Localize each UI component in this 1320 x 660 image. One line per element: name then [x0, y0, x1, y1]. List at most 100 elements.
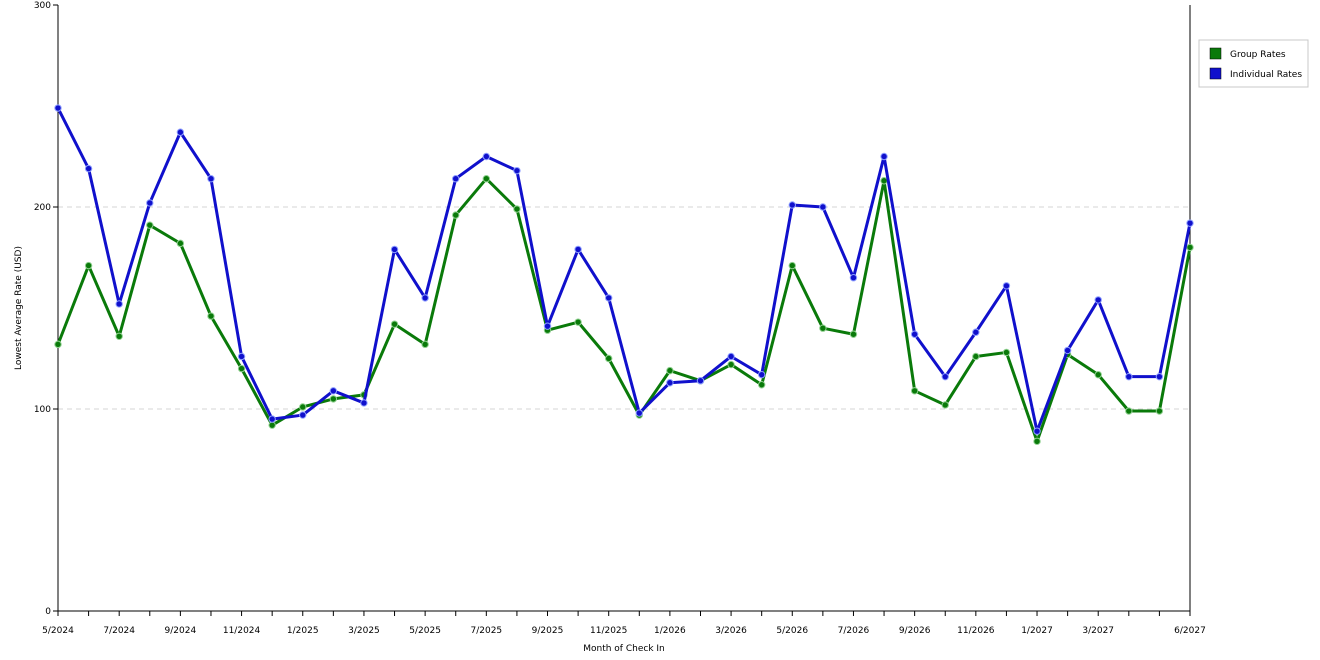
- data-point-group-rates-7: [268, 421, 276, 429]
- x-tick-label-3-2027: 3/2027: [1082, 626, 1114, 636]
- x-tick-label-7-2024: 7/2024: [103, 626, 135, 636]
- data-point-individual-rates-28: [910, 330, 919, 338]
- data-point-individual-rates-36: [1155, 372, 1164, 381]
- data-point-group-rates-35: [1125, 407, 1133, 415]
- data-point-individual-rates-30: [972, 328, 980, 336]
- data-point-group-rates-6: [237, 364, 246, 373]
- x-tick-label-11-2024: 11/2024: [223, 626, 261, 636]
- series-line-group-rates: [56, 177, 1192, 443]
- data-point-group-rates-18: [605, 354, 613, 363]
- data-point-individual-rates-14: [482, 152, 491, 161]
- x-tick-label-7-2025: 7/2025: [470, 626, 502, 636]
- data-point-individual-rates-37: [1186, 219, 1194, 227]
- data-point-individual-rates-11: [390, 245, 399, 254]
- data-point-individual-rates-21: [696, 377, 705, 385]
- data-point-group-rates-4: [176, 239, 185, 248]
- data-point-group-rates-30: [972, 352, 980, 361]
- data-point-group-rates-26: [849, 330, 858, 338]
- data-point-individual-rates-12: [421, 294, 429, 302]
- data-point-individual-rates-24: [788, 201, 796, 209]
- x-tick-label-11-2026: 11/2026: [957, 626, 995, 636]
- data-point-group-rates-25: [819, 324, 827, 332]
- data-point-group-rates-34: [1094, 370, 1102, 379]
- data-point-individual-rates-20: [666, 379, 674, 387]
- legend: Group Rates Individual Rates: [1198, 39, 1309, 88]
- y-tick-label-300: 300: [34, 1, 51, 11]
- data-point-group-rates-36: [1155, 407, 1164, 415]
- y-axis-title: Lowest Average Rate (USD): [14, 246, 24, 370]
- series-layer: [54, 104, 1194, 446]
- data-point-individual-rates-22: [727, 352, 735, 361]
- data-point-group-rates-1: [84, 261, 93, 270]
- x-tick-label-3-2025: 3/2025: [348, 626, 380, 636]
- data-point-group-rates-37: [1186, 243, 1194, 252]
- data-point-individual-rates-6: [237, 352, 246, 361]
- data-point-individual-rates-8: [299, 411, 307, 419]
- legend-label-group-rates: Group Rates: [1230, 50, 1286, 60]
- data-point-individual-rates-3: [146, 199, 154, 207]
- y-tick-label-100: 100: [34, 405, 51, 415]
- data-point-individual-rates-25: [819, 203, 827, 211]
- data-point-individual-rates-29: [941, 372, 949, 381]
- x-tick-label-9-2026: 9/2026: [899, 626, 931, 636]
- data-point-group-rates-2: [115, 332, 123, 340]
- data-point-group-rates-32: [1033, 437, 1041, 446]
- x-tick-label-5-2024: 5/2024: [42, 626, 74, 636]
- data-point-individual-rates-7: [268, 415, 276, 423]
- data-point-group-rates-5: [207, 312, 215, 320]
- data-point-individual-rates-15: [513, 166, 521, 175]
- data-point-individual-rates-33: [1063, 346, 1072, 355]
- legend-swatch-group-rates: [1209, 47, 1222, 60]
- y-tick-label-200: 200: [34, 203, 51, 213]
- data-point-individual-rates-23: [757, 370, 766, 379]
- data-point-group-rates-20: [666, 366, 674, 375]
- x-axis-title: Month of Check In: [583, 644, 665, 654]
- data-point-individual-rates-13: [452, 175, 460, 183]
- x-tick-label-7-2026: 7/2026: [838, 626, 870, 636]
- data-point-individual-rates-18: [605, 294, 613, 302]
- data-point-group-rates-8: [299, 403, 307, 411]
- data-point-group-rates-27: [880, 177, 888, 185]
- data-point-individual-rates-32: [1033, 427, 1041, 435]
- plot-frame: [57, 5, 1191, 612]
- data-point-group-rates-15: [513, 205, 521, 213]
- data-point-individual-rates-31: [1002, 282, 1011, 290]
- data-point-individual-rates-5: [207, 175, 215, 183]
- data-point-group-rates-12: [421, 340, 429, 349]
- x-tick-label-11-2025: 11/2025: [590, 626, 627, 636]
- x-tick-label-5-2025: 5/2025: [409, 626, 441, 636]
- data-point-individual-rates-4: [176, 128, 185, 136]
- data-point-individual-rates-27: [880, 152, 888, 161]
- y-axis-ticks: 0 100 200 300: [34, 1, 58, 617]
- data-point-group-rates-29: [941, 401, 949, 409]
- x-tick-label-3-2026: 3/2026: [715, 626, 747, 636]
- data-point-group-rates-13: [452, 211, 460, 219]
- data-point-group-rates-14: [482, 175, 491, 183]
- data-point-individual-rates-1: [84, 164, 93, 173]
- data-point-individual-rates-9: [329, 387, 338, 395]
- data-point-individual-rates-2: [115, 300, 123, 308]
- legend-label-individual-rates: Individual Rates: [1230, 70, 1302, 80]
- data-point-group-rates-28: [910, 387, 919, 395]
- x-tick-label-1-2027: 1/2027: [1021, 626, 1053, 636]
- data-point-individual-rates-26: [849, 274, 858, 282]
- legend-swatch-individual-rates: [1209, 67, 1222, 80]
- data-point-group-rates-0: [54, 340, 62, 349]
- data-point-individual-rates-0: [54, 104, 62, 112]
- x-tick-label-6-2027: 6/2027: [1174, 626, 1206, 636]
- data-point-group-rates-23: [757, 381, 766, 389]
- x-tick-label-9-2025: 9/2025: [532, 626, 564, 636]
- data-point-individual-rates-10: [360, 399, 368, 407]
- data-point-group-rates-11: [390, 320, 399, 328]
- y-tick-label-0: 0: [45, 607, 51, 617]
- data-point-group-rates-31: [1002, 348, 1011, 357]
- x-tick-label-1-2025: 1/2025: [287, 626, 319, 636]
- data-point-individual-rates-19: [635, 409, 643, 417]
- data-point-individual-rates-17: [574, 245, 582, 254]
- x-axis-ticks: 5/2024 7/2024 9/2024 11/2024 1/2025 3/2025 5/2…: [42, 611, 1206, 636]
- data-point-individual-rates-16: [543, 322, 552, 330]
- data-point-individual-rates-34: [1094, 296, 1102, 304]
- x-tick-label-5-2026: 5/2026: [776, 626, 808, 636]
- data-point-group-rates-22: [727, 360, 735, 369]
